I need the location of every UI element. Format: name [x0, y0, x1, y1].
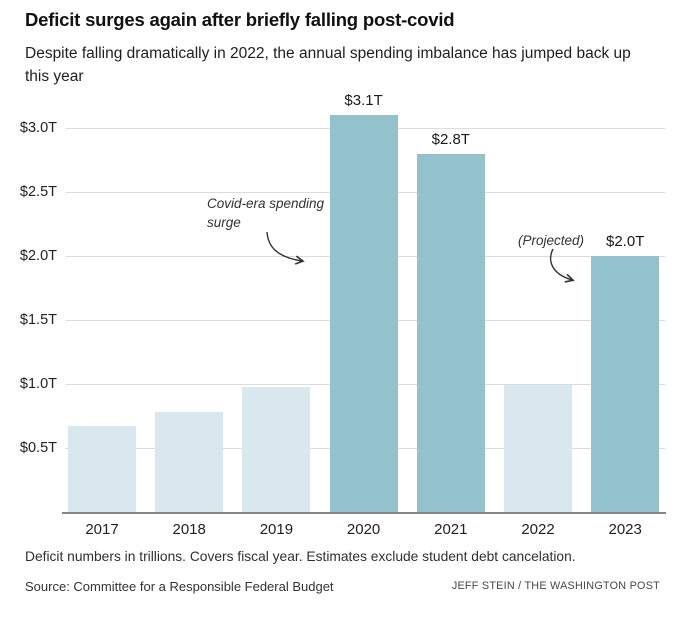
- byline-credit: JEFF STEIN / THE WASHINGTON POST: [451, 580, 660, 592]
- bar-2018: [155, 412, 224, 512]
- bar-value-label: $2.0T: [606, 233, 645, 250]
- annotation-arrow-projected-icon: [549, 248, 575, 283]
- x-tick-label: 2021: [434, 521, 468, 538]
- bar-2022: [504, 385, 572, 512]
- x-tick-label: 2019: [259, 521, 294, 538]
- bar-value-label: $3.1T: [344, 92, 383, 110]
- footnote: Deficit numbers in trillions. Covers fis…: [25, 549, 576, 564]
- x-tick-label: 2022: [521, 521, 555, 538]
- x-tick-label: 2017: [85, 521, 119, 538]
- y-tick-label: $0.5T: [19, 440, 57, 456]
- chart-title: Deficit surges again after briefly falli…: [25, 9, 455, 30]
- bar-2021: [416, 153, 485, 512]
- x-tick-label: 2020: [346, 521, 381, 538]
- bar-2020: [329, 115, 398, 512]
- y-tick-label: $1.0T: [19, 376, 57, 392]
- source-line: Source: Committee for a Responsible Fede…: [25, 579, 334, 594]
- y-tick-label: $2.5T: [19, 184, 57, 200]
- bar-value-label: $2.8T: [431, 130, 470, 148]
- annotation-projected: (Projected): [518, 233, 585, 248]
- y-tick-label: $1.5T: [19, 312, 57, 328]
- bar-2023: [591, 256, 660, 512]
- y-tick-label: $2.0T: [19, 248, 57, 264]
- bar-2019: [242, 386, 311, 512]
- x-tick-label: 2023: [608, 521, 642, 538]
- chart-subtitle: Despite falling dramatically in 2022, th…: [25, 45, 631, 85]
- annotation-arrow-covid-icon: [266, 231, 305, 265]
- bar-2017: [68, 426, 136, 512]
- y-tick-label: $3.0T: [19, 120, 57, 136]
- x-tick-label: 2018: [172, 521, 206, 538]
- x-axis-line: [62, 512, 666, 514]
- annotation-covid-surge: Covid-era spending surge: [207, 196, 325, 230]
